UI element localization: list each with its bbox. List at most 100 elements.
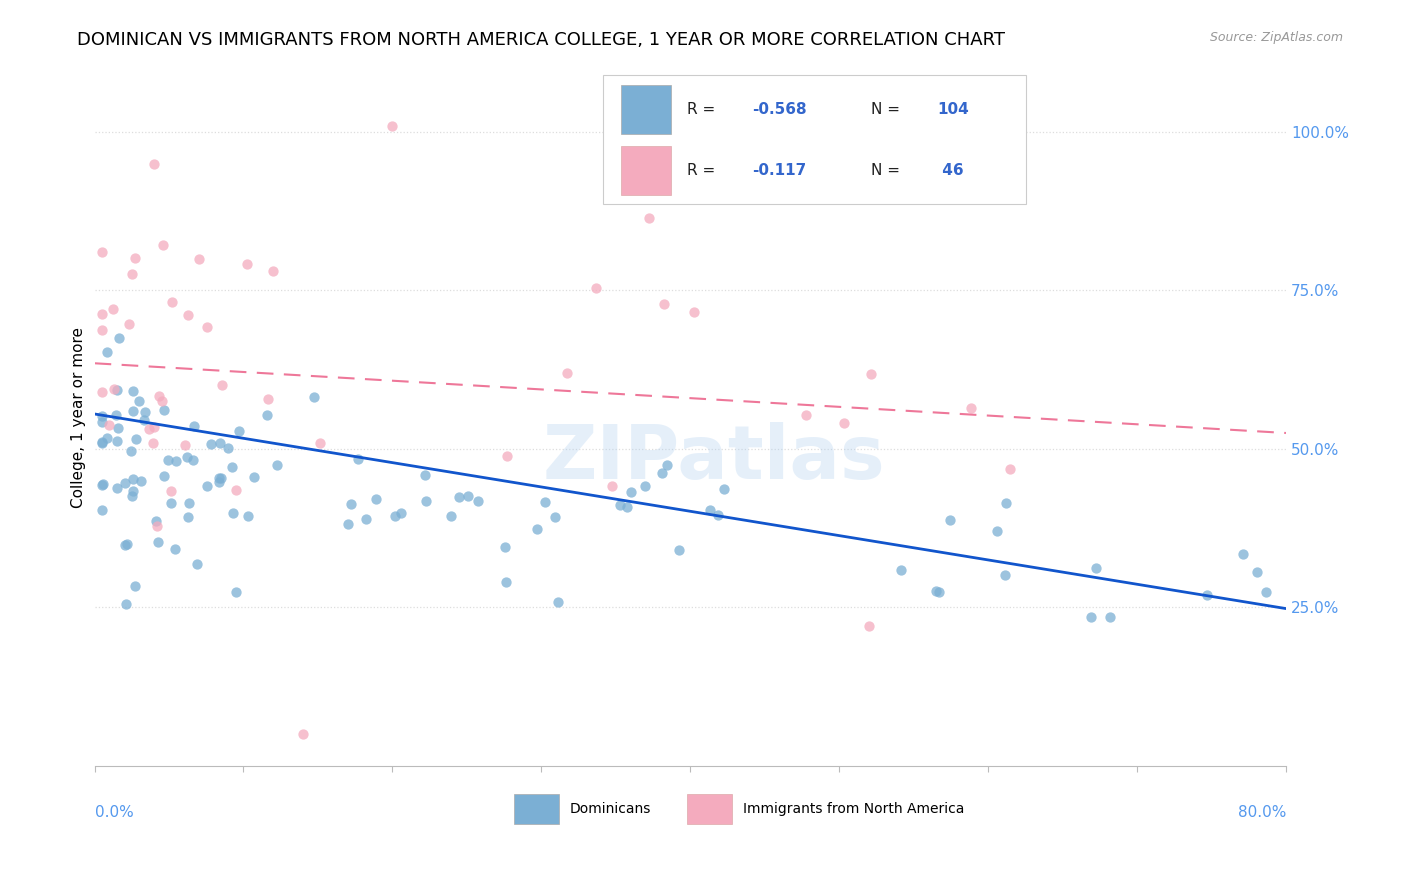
Point [222,507,245,521]
Point [858,619,880,633]
Point [683,305,706,319]
Point [209,471,232,485]
Point [152,402,174,417]
Point [995,495,1018,509]
Point [1098,609,1121,624]
Point [928,585,950,599]
Point [651,466,673,480]
Point [145,519,167,533]
Point [128,394,150,409]
Point [200,436,222,450]
Point [91,477,114,491]
Point [616,500,638,515]
Point [177,510,200,524]
Point [600,479,623,493]
Text: R =: R = [686,163,724,178]
Point [890,563,912,577]
Point [939,513,962,527]
Point [236,256,259,270]
Point [347,452,370,467]
Point [208,475,231,489]
Point [266,458,288,472]
Point [138,422,160,436]
Point [638,211,661,225]
Point [134,413,156,427]
Point [152,468,174,483]
Point [108,331,131,345]
Point [998,461,1021,475]
Point [165,454,187,468]
Text: Source: ZipAtlas.com: Source: ZipAtlas.com [1209,31,1343,45]
Point [118,318,141,332]
Point [547,595,569,609]
Point [129,474,152,488]
Point [121,472,143,486]
Point [1195,588,1218,602]
Point [699,503,721,517]
Text: N =: N = [872,163,905,178]
Point [101,301,124,316]
Point [217,441,239,455]
Point [177,308,200,322]
Point [91,385,114,400]
Point [467,494,489,508]
Point [125,432,148,446]
Point [121,267,143,281]
Point [107,421,129,435]
Point [186,557,208,571]
Point [181,453,204,467]
Text: R =: R = [686,102,720,117]
Point [494,541,516,555]
Point [162,294,184,309]
Point [145,514,167,528]
Text: Dominicans: Dominicans [569,802,651,816]
Point [114,476,136,491]
Point [1246,565,1268,579]
Point [122,404,145,418]
Y-axis label: College, 1 year or more: College, 1 year or more [72,326,86,508]
Point [105,408,128,422]
Point [994,568,1017,582]
Point [1080,609,1102,624]
Point [389,506,412,520]
Point [609,498,631,512]
FancyBboxPatch shape [621,146,671,194]
Text: DOMINICAN VS IMMIGRANTS FROM NORTH AMERICA COLLEGE, 1 YEAR OR MORE CORRELATION C: DOMINICAN VS IMMIGRANTS FROM NORTH AMERI… [77,31,1005,49]
FancyBboxPatch shape [686,794,733,824]
Point [859,367,882,381]
Point [105,383,128,397]
Point [91,503,114,517]
Point [197,320,219,334]
Point [121,489,143,503]
Point [256,408,278,422]
Point [148,535,170,549]
Text: 0.0%: 0.0% [94,805,134,820]
Point [655,458,678,472]
Point [794,408,817,422]
Point [309,435,332,450]
Point [302,390,325,404]
Point [447,490,470,504]
Point [114,538,136,552]
Point [381,119,404,133]
Point [142,435,165,450]
Point [195,479,218,493]
Point [544,510,567,524]
Point [236,509,259,524]
Point [413,468,436,483]
Point [986,524,1008,539]
Point [183,418,205,433]
Point [91,409,114,423]
Point [120,444,142,458]
Point [91,245,114,260]
Point [256,392,278,407]
Point [457,489,479,503]
Point [354,511,377,525]
Point [124,579,146,593]
FancyBboxPatch shape [621,86,671,134]
Point [221,460,243,475]
Point [96,344,118,359]
Point [91,415,114,429]
FancyBboxPatch shape [515,794,560,824]
Point [440,509,463,524]
